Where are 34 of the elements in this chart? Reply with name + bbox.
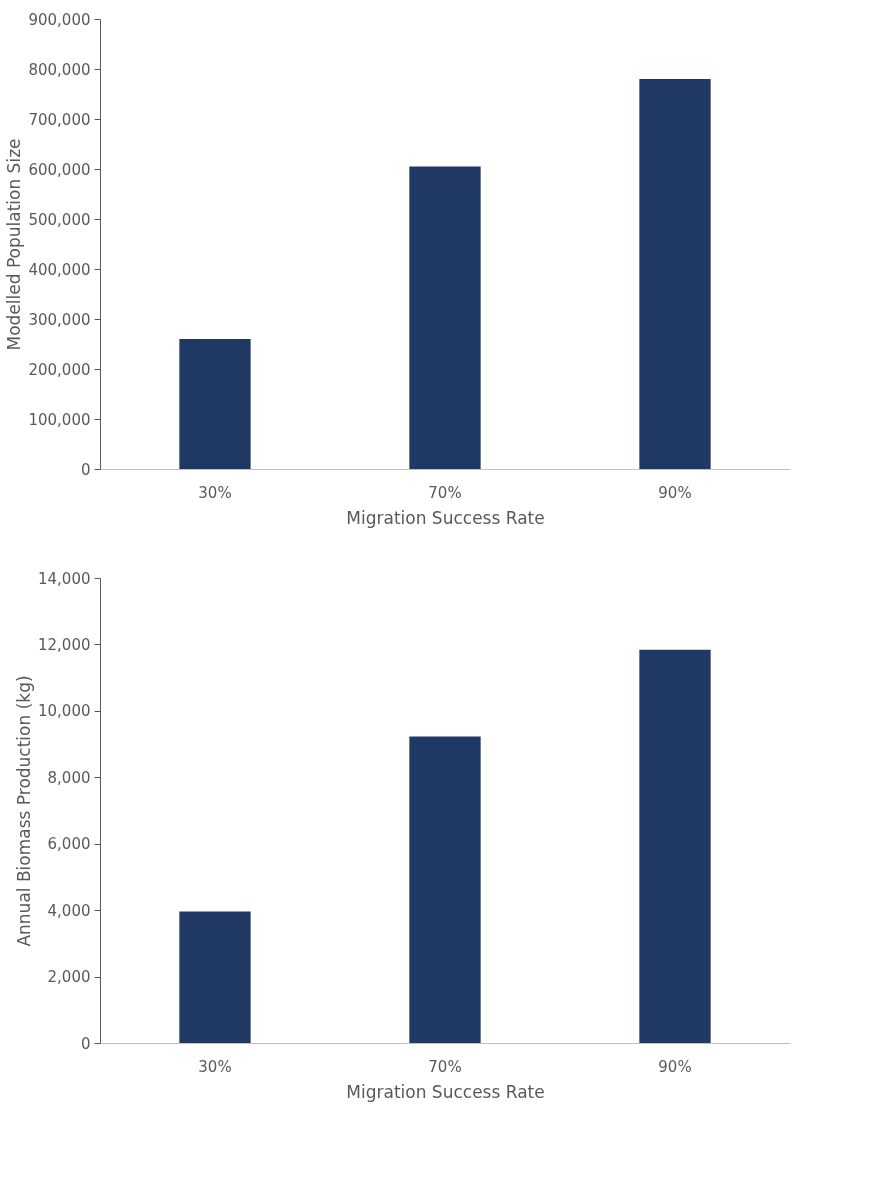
bar [409,736,481,1043]
y-tick-label: 800,000 [28,60,91,79]
y-tick-label: 2,000 [47,968,91,987]
x-tick-label: 70% [428,1057,462,1076]
y-axis-title: Annual Biomass Production (kg) [14,675,35,947]
y-tick-label: 400,000 [28,260,91,279]
y-tick-label: 8,000 [47,768,91,787]
y-tick-label: 500,000 [28,210,91,229]
y-tick-label: 200,000 [28,360,91,379]
x-axis-title: Migration Success Rate [346,507,545,528]
y-tick-label: 900,000 [28,10,91,29]
y-tick-label: 10,000 [38,702,91,721]
y-tick-label: 700,000 [28,110,91,129]
y-axis-title: Modelled Population Size [4,138,25,351]
x-tick-label: 30% [198,483,232,502]
bar [639,79,711,469]
y-tick-label: 0 [80,460,91,479]
x-axis-title: Migration Success Rate [346,1081,545,1102]
y-tick-label: 6,000 [47,835,91,854]
y-tick-label: 100,000 [28,410,91,429]
bar [409,166,481,469]
bar [179,339,251,469]
x-tick-label: 30% [198,1057,232,1076]
y-tick-label: 12,000 [38,635,91,654]
y-tick-label: 300,000 [28,310,91,329]
bar [179,911,251,1043]
x-tick-label: 90% [658,1057,692,1076]
y-tick-label: 14,000 [38,569,91,588]
x-tick-label: 90% [658,483,692,502]
x-tick-label: 70% [428,483,462,502]
y-tick-label: 600,000 [28,160,91,179]
bar [639,649,711,1043]
y-tick-label: 4,000 [47,901,91,920]
y-tick-label: 0 [80,1034,91,1053]
